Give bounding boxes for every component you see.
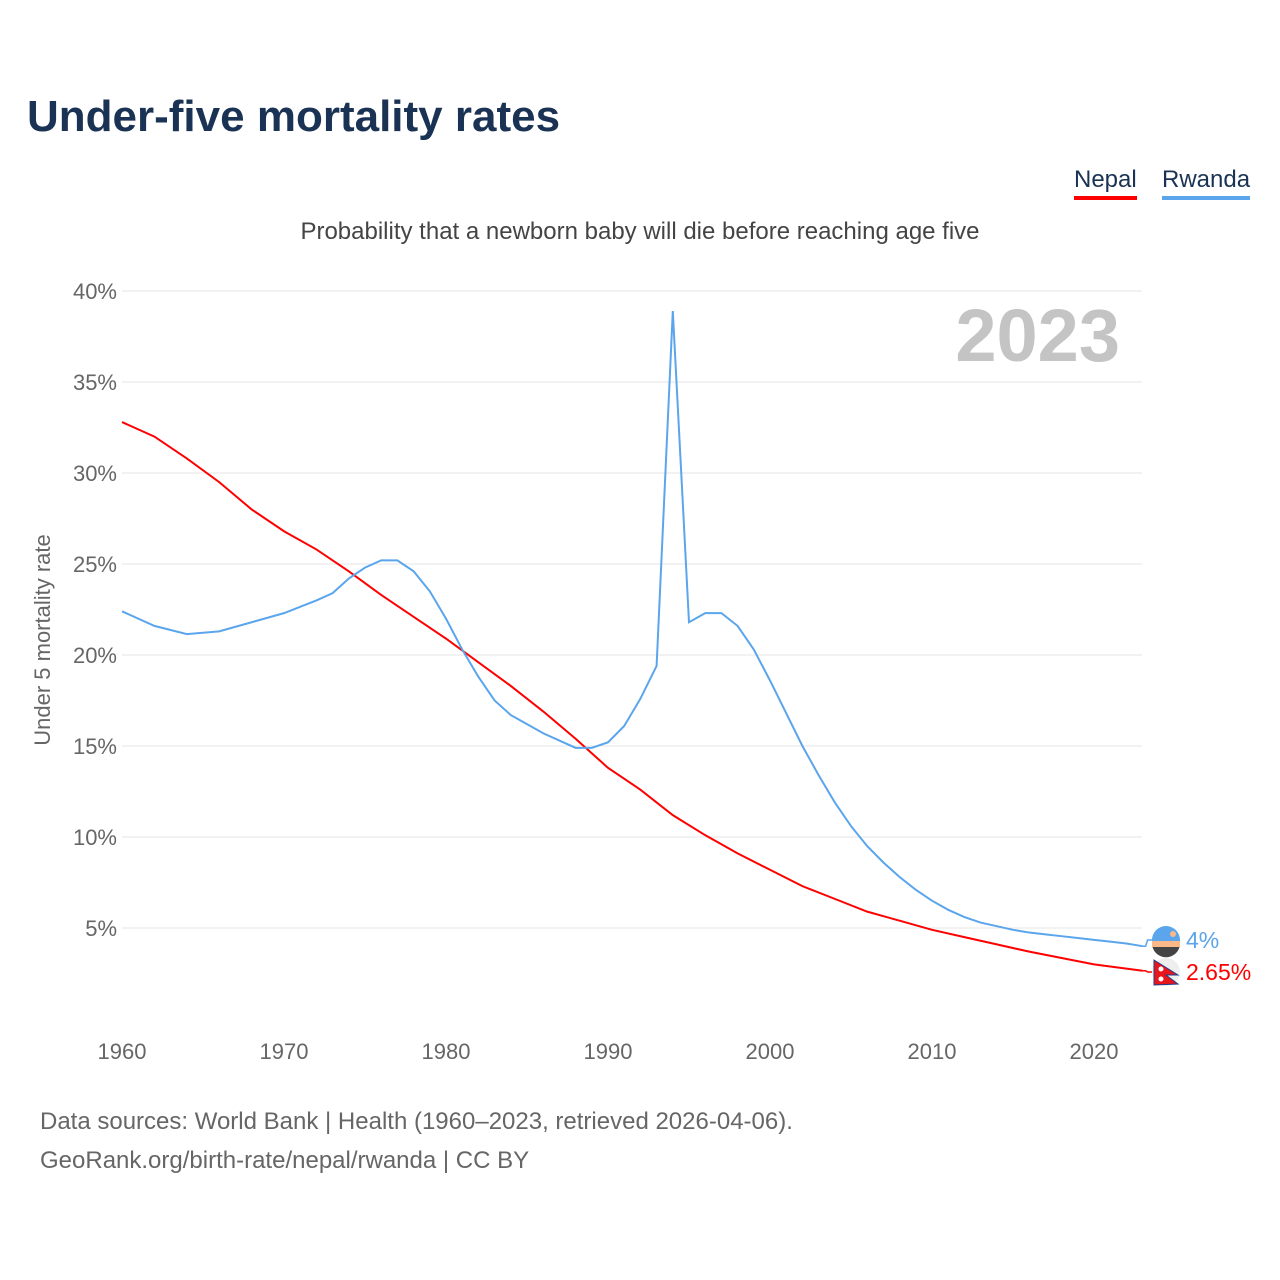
flag-sun [1170, 931, 1176, 937]
end-value-label: 2.65% [1186, 959, 1251, 985]
end-connector [1142, 970, 1155, 973]
y-tick-label: 25% [73, 552, 117, 577]
y-tick-label: 30% [73, 461, 117, 486]
y-tick-label: 15% [73, 734, 117, 759]
end-value-label: 4% [1186, 927, 1219, 953]
x-tick-label: 1970 [260, 1039, 309, 1064]
x-tick-label: 2010 [908, 1039, 957, 1064]
series-line-nepal [121, 421, 1143, 972]
y-tick-label: 35% [73, 370, 117, 395]
y-tick-label: 5% [85, 916, 117, 941]
x-tick-label: 1990 [584, 1039, 633, 1064]
source-line-2[interactable]: GeoRank.org/birth-rate/nepal/rwanda | CC… [40, 1147, 530, 1174]
end-connector [1142, 939, 1155, 947]
x-tick-label: 2020 [1070, 1039, 1119, 1064]
y-tick-label: 20% [73, 643, 117, 668]
x-tick-label: 1980 [422, 1039, 471, 1064]
y-tick-label: 10% [73, 825, 117, 850]
chart-subtitle: Probability that a newborn baby will die… [300, 218, 980, 245]
legend-rwanda[interactable]: Rwanda [1162, 166, 1251, 200]
legend-nepal[interactable]: Nepal [1074, 166, 1137, 200]
year-label: 2023 [955, 294, 1120, 377]
y-axis-label: Under 5 mortality rate [30, 534, 55, 746]
flag-moon [1158, 966, 1164, 972]
source-line-1: Data sources: World Bank | Health (1960–… [40, 1108, 793, 1135]
y-tick-label: 40% [73, 279, 117, 304]
x-tick-label: 1960 [98, 1039, 147, 1064]
series-line-rwanda [121, 310, 1143, 948]
flag-sun [1158, 976, 1164, 982]
x-tick-label: 2000 [746, 1039, 795, 1064]
flag-stripe [1152, 941, 1180, 947]
flag-stripe [1152, 947, 1180, 958]
chart-title: Under-five mortality rates [27, 92, 561, 141]
